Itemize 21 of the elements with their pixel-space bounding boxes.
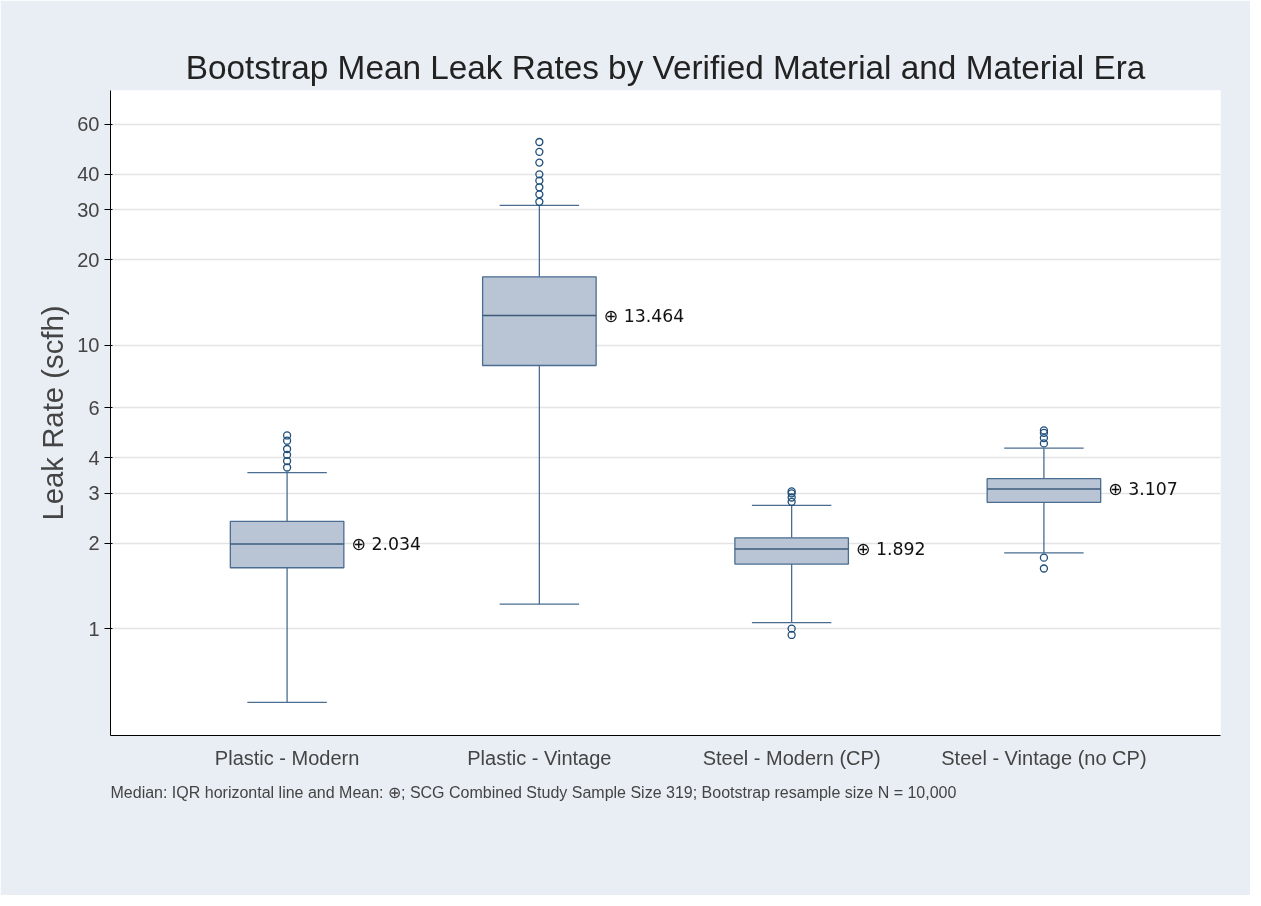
y-tick-label: 40 (77, 163, 100, 186)
y-tick-label: 10 (77, 334, 100, 357)
annotation: ⊕ 2.034 (351, 533, 422, 554)
y-tick-label: 2 (88, 532, 100, 555)
y-tick-label: 1 (88, 617, 100, 640)
y-tick-label: 30 (77, 198, 100, 221)
annotation: ⊕ 13.464 (603, 305, 685, 326)
y-tick-label: 60 (77, 113, 100, 136)
annotation: ⊕ 1.892 (855, 538, 926, 559)
text: Median: IQR horizontal line and Mean: ⊕; SCG Combined Study Sample Size 319; Bootstrap resample size N = 10,000 (110, 783, 957, 801)
y-tick-label: 3 (88, 482, 100, 505)
x-tick-label: Plastic - Modern (214, 746, 360, 769)
annotation: ⊕ 3.107 (1108, 478, 1178, 499)
x-tick-label: Plastic - Vintage (467, 746, 612, 769)
x-tick-label: Steel - Modern (CP) (702, 746, 881, 769)
y-tick-label: 20 (77, 248, 100, 271)
x-tick-label: Steel - Vintage (no CP) (941, 746, 1147, 769)
y-tick-label: 4 (88, 446, 100, 469)
chart-title: Bootstrap Mean Leak Rates by Verified Material and Material Era (185, 48, 1146, 86)
y-axis-title: Leak Rate (scfh) (36, 305, 70, 521)
y-tick-label: 6 (88, 396, 100, 419)
